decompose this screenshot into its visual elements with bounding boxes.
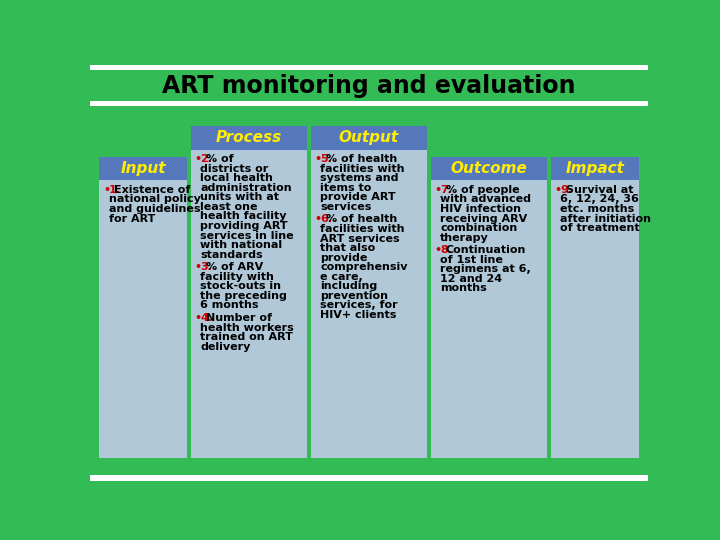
Text: months: months <box>440 284 487 293</box>
Text: the preceding: the preceding <box>200 291 287 301</box>
Text: after initiation: after initiation <box>560 213 652 224</box>
Text: providing ART: providing ART <box>200 221 288 231</box>
Text: including: including <box>320 281 377 291</box>
Text: 3.: 3. <box>200 262 212 272</box>
FancyBboxPatch shape <box>90 101 648 106</box>
Text: 6.: 6. <box>320 214 333 225</box>
Text: units with at: units with at <box>200 192 279 202</box>
Text: •: • <box>435 245 442 255</box>
Text: •: • <box>315 214 322 225</box>
Text: least one: least one <box>200 202 258 212</box>
Text: delivery: delivery <box>200 342 251 352</box>
Text: •: • <box>195 313 202 323</box>
Text: HIV infection: HIV infection <box>440 204 521 214</box>
Text: 6 months: 6 months <box>200 300 258 310</box>
Text: for ART: for ART <box>109 213 155 224</box>
Text: receiving ARV: receiving ARV <box>440 213 528 224</box>
Text: Impact: Impact <box>565 161 624 176</box>
Text: Continuation: Continuation <box>446 245 526 255</box>
Text: services, for: services, for <box>320 300 398 310</box>
FancyBboxPatch shape <box>191 126 307 457</box>
Text: •: • <box>555 185 562 195</box>
Text: therapy: therapy <box>440 233 489 242</box>
Text: ART monitoring and evaluation: ART monitoring and evaluation <box>162 73 576 98</box>
Text: Number of: Number of <box>206 313 271 323</box>
FancyBboxPatch shape <box>431 157 547 457</box>
Text: administration: administration <box>200 183 292 193</box>
Text: national policy: national policy <box>109 194 200 205</box>
Text: 9.: 9. <box>560 185 572 195</box>
Text: facility with: facility with <box>200 272 274 282</box>
Text: 2.: 2. <box>200 154 212 164</box>
FancyBboxPatch shape <box>311 126 427 150</box>
Text: stock-outs in: stock-outs in <box>200 281 282 291</box>
Text: facilities with: facilities with <box>320 224 405 234</box>
Text: items to: items to <box>320 183 372 193</box>
Text: of treatment: of treatment <box>560 223 640 233</box>
Text: % of health: % of health <box>325 154 397 164</box>
Text: health workers: health workers <box>200 322 294 333</box>
FancyBboxPatch shape <box>90 65 648 70</box>
Text: regimens at 6,: regimens at 6, <box>440 265 531 274</box>
Text: systems and: systems and <box>320 173 399 183</box>
Text: that also: that also <box>320 243 375 253</box>
Text: 4.: 4. <box>200 313 212 323</box>
FancyBboxPatch shape <box>99 157 187 180</box>
Text: prevention: prevention <box>320 291 388 301</box>
Text: 6, 12, 24, 36: 6, 12, 24, 36 <box>560 194 639 205</box>
Text: Input: Input <box>120 161 166 176</box>
Text: Output: Output <box>339 131 399 145</box>
Text: •: • <box>195 154 202 164</box>
Text: •: • <box>195 262 202 272</box>
FancyBboxPatch shape <box>431 157 547 180</box>
Text: local health: local health <box>200 173 273 183</box>
Text: Outcome: Outcome <box>451 161 528 176</box>
Text: Process: Process <box>216 131 282 145</box>
Text: ART services: ART services <box>320 234 400 244</box>
Text: Survival at: Survival at <box>566 185 633 195</box>
Text: •: • <box>315 154 322 164</box>
FancyBboxPatch shape <box>90 475 648 481</box>
Text: HIV+ clients: HIV+ clients <box>320 310 397 320</box>
Text: districts or: districts or <box>200 164 269 174</box>
Text: provide ART: provide ART <box>320 192 396 202</box>
FancyBboxPatch shape <box>551 157 639 180</box>
Text: e care,: e care, <box>320 272 363 282</box>
Text: provide: provide <box>320 253 368 262</box>
Text: % of health: % of health <box>325 214 397 225</box>
Text: % of: % of <box>206 154 233 164</box>
Text: •: • <box>103 185 110 195</box>
Text: 1.: 1. <box>109 185 121 195</box>
Text: comprehensiv: comprehensiv <box>320 262 408 272</box>
Text: and guidelines: and guidelines <box>109 204 200 214</box>
Text: % of ARV: % of ARV <box>206 262 263 272</box>
Text: trained on ART: trained on ART <box>200 332 293 342</box>
Text: health facility: health facility <box>200 211 287 221</box>
Text: 7.: 7. <box>440 185 452 195</box>
Text: facilities with: facilities with <box>320 164 405 174</box>
FancyBboxPatch shape <box>191 126 307 150</box>
Text: with national: with national <box>200 240 282 250</box>
Text: 12 and 24: 12 and 24 <box>440 274 503 284</box>
Text: 5.: 5. <box>320 154 332 164</box>
Text: services in line: services in line <box>200 231 294 240</box>
FancyBboxPatch shape <box>99 157 187 457</box>
Text: •: • <box>435 185 442 195</box>
Text: services: services <box>320 202 372 212</box>
Text: Existence of: Existence of <box>114 185 190 195</box>
Text: etc. months: etc. months <box>560 204 634 214</box>
Text: standards: standards <box>200 249 263 260</box>
FancyBboxPatch shape <box>311 126 427 457</box>
Text: 8.: 8. <box>440 245 452 255</box>
Text: with advanced: with advanced <box>440 194 531 205</box>
Text: of 1st line: of 1st line <box>440 255 503 265</box>
FancyBboxPatch shape <box>551 157 639 457</box>
Text: combination: combination <box>440 223 518 233</box>
Text: % of people: % of people <box>446 185 519 195</box>
FancyBboxPatch shape <box>90 70 648 101</box>
